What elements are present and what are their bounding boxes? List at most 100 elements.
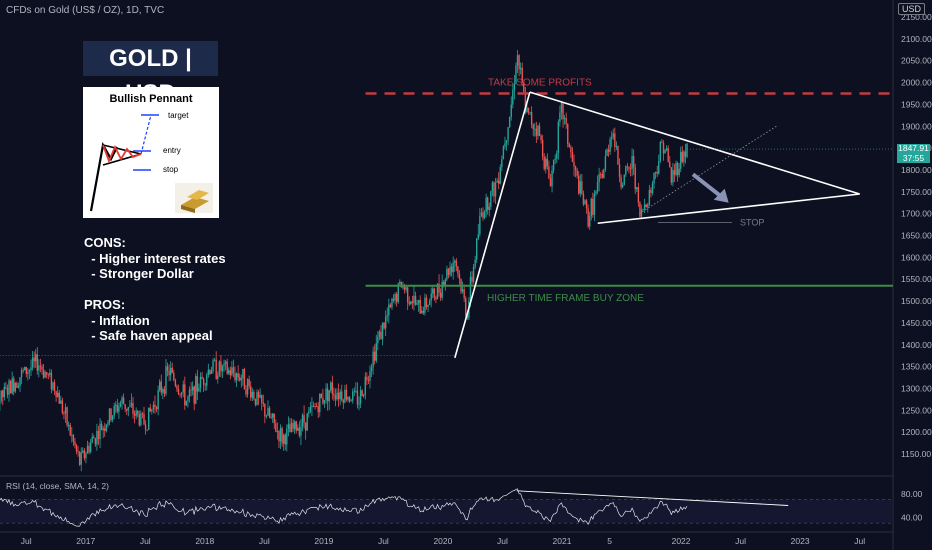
candle-body	[601, 174, 603, 179]
candle-body	[83, 450, 86, 459]
candle-body	[221, 365, 224, 372]
pros-heading: PROS:	[84, 297, 126, 312]
candle-body	[617, 146, 619, 165]
candle-body	[678, 168, 680, 176]
candle-body	[217, 375, 219, 379]
candle-body	[110, 408, 112, 421]
currency-badge[interactable]: USD	[898, 3, 926, 15]
candle-body	[389, 304, 392, 308]
candle-body	[502, 146, 505, 160]
candle-body	[559, 112, 561, 122]
candle-body	[30, 367, 32, 371]
candle-body	[82, 450, 84, 453]
candle-body	[579, 181, 581, 194]
candle-body	[363, 394, 365, 397]
candle-body	[356, 390, 359, 405]
candle-body	[138, 414, 140, 426]
candle-body	[77, 451, 79, 453]
candle-body	[405, 287, 407, 290]
candle-body	[42, 369, 45, 378]
candle-body	[188, 389, 191, 397]
candle-body	[645, 204, 647, 207]
candle-body	[406, 287, 409, 303]
candle-body	[38, 365, 40, 371]
candle-body	[154, 404, 156, 407]
candle-body	[534, 128, 536, 130]
candle-body	[265, 415, 268, 417]
candle-body	[424, 297, 426, 313]
candle-body	[330, 382, 332, 391]
candle-body	[650, 190, 652, 193]
candle-body	[14, 383, 17, 392]
candle-body	[115, 404, 117, 406]
candle-body	[93, 436, 95, 439]
candle-body	[483, 211, 486, 218]
candle-body	[308, 411, 310, 414]
candle-body	[231, 367, 233, 376]
candle-body	[508, 116, 511, 128]
candle-body	[488, 206, 490, 210]
candle-body	[111, 415, 114, 421]
candle-body	[381, 322, 384, 340]
candle-body	[187, 396, 189, 401]
candle-body	[581, 181, 583, 195]
pennant-trendline	[454, 91, 531, 359]
y-tick-label: 1900.00	[901, 121, 932, 131]
candle-body	[298, 427, 301, 436]
candle-body	[609, 138, 611, 152]
candle-body	[538, 125, 541, 136]
candle-body	[107, 422, 109, 425]
candle-body	[590, 198, 592, 217]
candle-body	[480, 212, 483, 216]
candle-body	[303, 415, 305, 423]
candle-body	[623, 174, 625, 185]
candle-body	[683, 151, 685, 163]
candle-body	[476, 238, 478, 260]
candle-body	[490, 191, 492, 207]
pennant-target-label: target	[168, 111, 189, 120]
candle-body	[202, 378, 205, 385]
candle-body	[17, 386, 20, 388]
candle-body	[226, 361, 228, 374]
y-tick-label: 1600.00	[901, 252, 932, 262]
candle-body	[141, 413, 144, 415]
candle-body	[182, 384, 184, 393]
candle-body	[11, 378, 13, 394]
candle-body	[177, 389, 180, 394]
pennant-trendline	[529, 91, 860, 195]
cons-item: - Higher interest rates	[84, 250, 226, 266]
candle-body	[366, 376, 368, 380]
candle-body	[35, 354, 37, 362]
candle-body	[198, 387, 200, 392]
candle-body	[446, 268, 448, 280]
candle-body	[146, 429, 148, 431]
candle-body	[487, 197, 489, 210]
candle-body	[204, 384, 206, 386]
candle-body	[615, 146, 618, 147]
candle-body	[463, 289, 465, 299]
candle-body	[235, 373, 238, 381]
candle-body	[152, 404, 155, 410]
cons-item: - Stronger Dollar	[84, 266, 194, 281]
candle-body	[275, 423, 277, 432]
candle-body	[419, 299, 421, 314]
candle-body	[232, 367, 235, 374]
candle-body	[408, 302, 410, 305]
candle-body	[31, 357, 34, 368]
candle-body	[257, 392, 260, 398]
candle-body	[41, 366, 43, 370]
candle-body	[589, 216, 591, 227]
candle-body	[64, 407, 67, 414]
candle-body	[505, 140, 508, 144]
candle-body	[494, 182, 497, 197]
candle-body	[322, 397, 324, 404]
down-arrow-shaft	[691, 172, 724, 200]
candle-body	[574, 166, 577, 171]
candle-body	[9, 380, 12, 394]
candle-body	[540, 135, 542, 140]
candle-body	[47, 374, 49, 376]
candle-body	[607, 149, 610, 152]
candle-body	[372, 351, 374, 368]
candle-body	[504, 143, 506, 147]
